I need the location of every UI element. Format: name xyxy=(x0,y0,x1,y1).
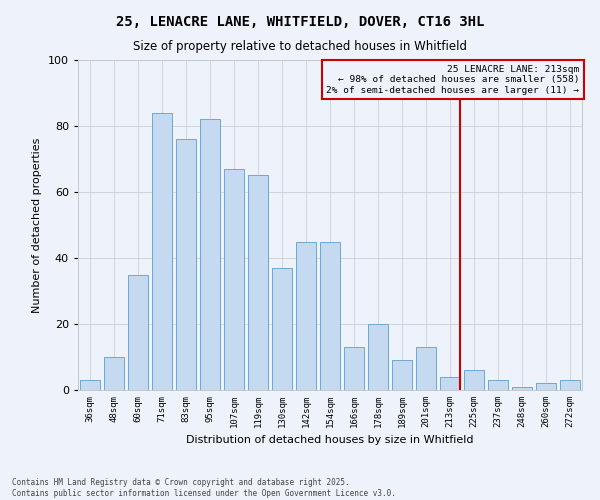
Text: 25, LENACRE LANE, WHITFIELD, DOVER, CT16 3HL: 25, LENACRE LANE, WHITFIELD, DOVER, CT16… xyxy=(116,15,484,29)
Bar xyxy=(368,324,388,390)
X-axis label: Distribution of detached houses by size in Whitfield: Distribution of detached houses by size … xyxy=(186,436,474,446)
Bar xyxy=(272,268,292,390)
Y-axis label: Number of detached properties: Number of detached properties xyxy=(32,138,43,312)
Bar xyxy=(536,384,556,390)
Bar xyxy=(344,347,364,390)
Bar xyxy=(320,242,340,390)
Bar xyxy=(104,357,124,390)
Bar xyxy=(296,242,316,390)
Bar xyxy=(176,139,196,390)
Bar xyxy=(416,347,436,390)
Bar xyxy=(224,169,244,390)
Text: Contains HM Land Registry data © Crown copyright and database right 2025.
Contai: Contains HM Land Registry data © Crown c… xyxy=(12,478,396,498)
Bar xyxy=(512,386,532,390)
Bar xyxy=(248,176,268,390)
Bar xyxy=(560,380,580,390)
Text: 25 LENACRE LANE: 213sqm
← 98% of detached houses are smaller (558)
2% of semi-de: 25 LENACRE LANE: 213sqm ← 98% of detache… xyxy=(326,65,580,95)
Bar xyxy=(128,274,148,390)
Text: Size of property relative to detached houses in Whitfield: Size of property relative to detached ho… xyxy=(133,40,467,53)
Bar xyxy=(464,370,484,390)
Bar xyxy=(488,380,508,390)
Bar xyxy=(392,360,412,390)
Bar xyxy=(80,380,100,390)
Bar xyxy=(152,113,172,390)
Bar xyxy=(440,377,460,390)
Bar xyxy=(200,120,220,390)
